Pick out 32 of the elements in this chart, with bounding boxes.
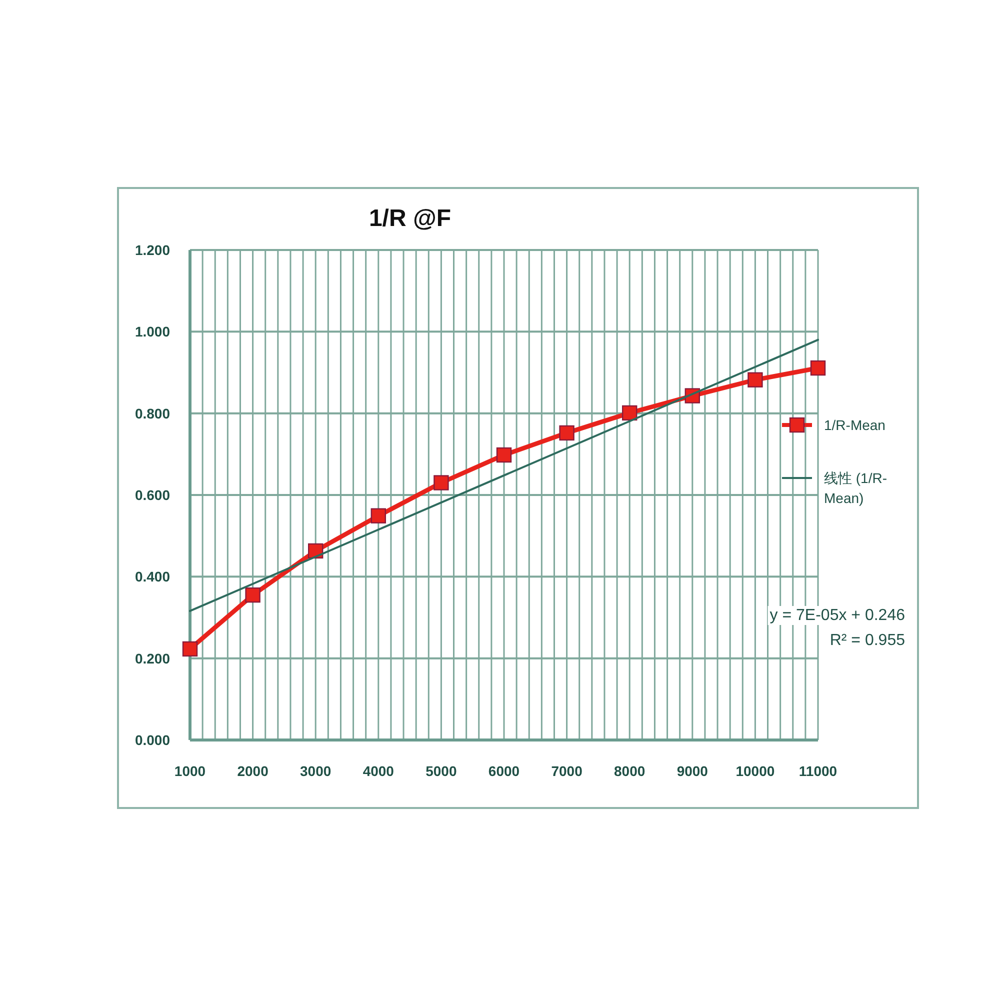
chart-title: 1/R @F bbox=[368, 205, 452, 232]
point bbox=[245, 587, 260, 603]
x-tick-label: 1000 bbox=[174, 763, 206, 779]
x-tick-label: 8000 bbox=[614, 763, 646, 779]
point bbox=[810, 360, 826, 376]
legend-label: 线性 (1/R-Mean) bbox=[824, 470, 888, 506]
annotation: y = 7E-05x + 0.246 bbox=[770, 607, 906, 624]
y-tick-label: 1.000 bbox=[134, 324, 170, 340]
y-tick-label: 1.200 bbox=[134, 242, 170, 258]
x-tick-label: 6000 bbox=[488, 763, 520, 779]
x-tick-label: 7000 bbox=[551, 763, 583, 779]
y-tick-label: 0.000 bbox=[134, 732, 170, 748]
x-tick-label: 9000 bbox=[676, 763, 708, 779]
point bbox=[370, 508, 386, 524]
x-tick-label: 11000 bbox=[798, 763, 838, 779]
y-tick-label: 0.400 bbox=[134, 568, 170, 585]
point bbox=[559, 425, 574, 441]
y-tick-label: 0.800 bbox=[134, 405, 170, 422]
point bbox=[748, 372, 763, 388]
point bbox=[622, 405, 638, 421]
point bbox=[434, 475, 449, 490]
x-tick-label: 4000 bbox=[362, 763, 394, 779]
x-tick-label: 10000 bbox=[736, 763, 775, 779]
legend-label: 1/R-Mean bbox=[824, 417, 886, 433]
y-tick-label: 0.600 bbox=[134, 487, 170, 503]
text: R² = 0.955 bbox=[830, 632, 906, 649]
x-tick-label: 3000 bbox=[300, 763, 332, 779]
point bbox=[182, 641, 198, 657]
point bbox=[496, 447, 512, 463]
y-tick-label: 0.200 bbox=[134, 650, 170, 666]
x-tick-label: 5000 bbox=[426, 763, 457, 779]
x-tick-label: 2000 bbox=[237, 763, 269, 779]
